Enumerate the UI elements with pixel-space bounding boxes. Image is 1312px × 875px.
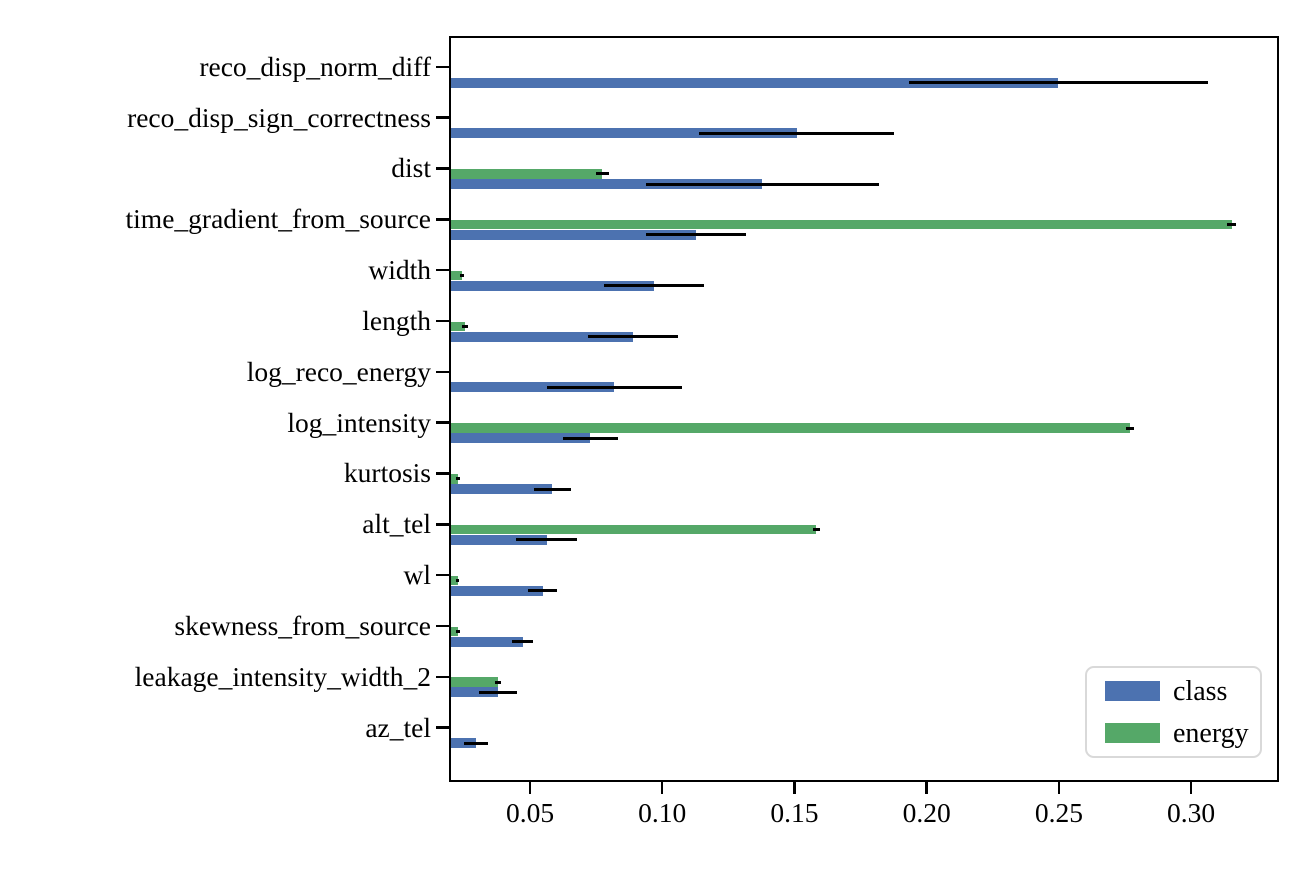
bar-class-time_gradient_from_source	[451, 229, 697, 240]
x-tick-label-0.20: 0.20	[902, 797, 951, 828]
errorbar-class-reco_disp_norm_diff	[908, 81, 1208, 84]
bar-class-log_reco_energy	[451, 382, 615, 393]
y-tick-skewness_from_source	[436, 624, 449, 628]
errorbar-class-az_tel	[463, 741, 488, 745]
y-tick-leakage_intensity_width_2	[436, 675, 449, 678]
y-tick-label-dist: dist	[391, 152, 431, 184]
legend-label-class: class	[1173, 676, 1228, 707]
bar-energy-wl	[451, 575, 458, 586]
errorbar-class-skewness_from_source	[512, 640, 534, 644]
y-tick-label-length: length	[362, 304, 431, 336]
y-tick-label-leakage_intensity_width_2: leakage_intensity_width_2	[134, 660, 431, 692]
errorbar-energy-dist	[595, 172, 609, 176]
y-tick-width	[436, 268, 449, 272]
errorbar-energy-kurtosis	[456, 477, 461, 481]
x-tick-0.30	[1189, 782, 1193, 794]
errorbar-energy-leakage_intensity_width_2	[494, 680, 501, 684]
errorbar-class-leakage_intensity_width_2	[478, 690, 518, 694]
bar-energy-leakage_intensity_width_2	[451, 677, 498, 687]
y-tick-log_reco_energy	[436, 370, 449, 374]
x-tick-0.20	[925, 782, 928, 794]
bar-class-reco_disp_sign_correctness	[451, 128, 797, 139]
errorbar-class-wl	[528, 589, 558, 593]
y-tick-length	[436, 319, 449, 323]
y-tick-time_gradient_from_source	[436, 218, 449, 221]
y-tick-label-alt_tel: alt_tel	[362, 508, 431, 540]
y-tick-label-reco_disp_norm_diff: reco_disp_norm_diff	[199, 50, 431, 82]
bar-class-az_tel	[451, 738, 476, 749]
x-tick-label-0.15: 0.15	[770, 797, 819, 828]
y-tick-az_tel	[436, 726, 449, 729]
legend-swatch-class	[1105, 681, 1160, 701]
errorbar-energy-length	[461, 324, 468, 328]
bar-energy-skewness_from_source	[451, 626, 459, 637]
y-tick-kurtosis	[436, 472, 449, 475]
errorbar-class-width	[603, 284, 705, 288]
errorbar-energy-wl	[456, 579, 459, 583]
errorbar-class-alt_tel	[516, 538, 578, 542]
bar-energy-dist	[451, 169, 603, 179]
x-tick-0.05	[528, 782, 532, 794]
legend-label-energy: energy	[1173, 718, 1249, 749]
errorbar-energy-alt_tel	[813, 528, 820, 532]
errorbar-class-length	[587, 335, 678, 339]
y-tick-label-kurtosis: kurtosis	[343, 457, 431, 489]
bar-energy-width	[451, 270, 463, 281]
x-tick-label-0.25: 0.25	[1034, 797, 1083, 828]
errorbar-class-kurtosis	[533, 487, 571, 491]
errorbar-energy-width	[459, 274, 465, 278]
x-tick-label-0.10: 0.10	[638, 797, 687, 828]
errorbar-class-reco_disp_sign_correctness	[698, 131, 895, 135]
y-tick-label-log_intensity: log_intensity	[287, 406, 431, 438]
bar-energy-log_intensity	[451, 423, 1130, 433]
plot-area	[449, 36, 1279, 782]
y-tick-label-reco_disp_sign_correctness: reco_disp_sign_correctness	[127, 101, 431, 133]
y-tick-label-log_reco_energy: log_reco_energy	[246, 355, 431, 387]
x-tick-0.25	[1057, 782, 1061, 794]
y-tick-label-time_gradient_from_source: time_gradient_from_source	[125, 203, 431, 235]
y-tick-label-width: width	[368, 254, 431, 286]
y-tick-alt_tel	[436, 523, 449, 526]
bar-class-alt_tel	[451, 534, 547, 545]
bar-class-kurtosis	[451, 484, 552, 495]
legend-swatch-energy	[1105, 723, 1160, 743]
bar-class-reco_disp_norm_diff	[451, 77, 1059, 88]
y-tick-log_intensity	[436, 421, 449, 424]
bar-class-wl	[451, 585, 543, 596]
bar-energy-alt_tel	[451, 524, 817, 535]
y-tick-reco_disp_norm_diff	[436, 65, 449, 69]
bar-class-dist	[451, 179, 763, 190]
y-tick-wl	[436, 573, 449, 577]
bar-class-leakage_intensity_width_2	[451, 687, 498, 698]
bar-energy-time_gradient_from_source	[451, 219, 1232, 230]
errorbar-class-log_intensity	[562, 436, 619, 440]
bar-energy-kurtosis	[451, 474, 459, 484]
y-tick-label-wl: wl	[403, 559, 432, 591]
x-tick-0.15	[793, 782, 796, 794]
errorbar-energy-log_intensity	[1125, 426, 1134, 430]
errorbar-class-dist	[645, 182, 879, 186]
x-tick-0.10	[660, 782, 664, 794]
bar-energy-length	[451, 321, 465, 332]
bar-class-length	[451, 331, 633, 342]
bar-class-skewness_from_source	[451, 636, 523, 647]
errorbar-energy-skewness_from_source	[456, 629, 461, 633]
errorbar-class-time_gradient_from_source	[645, 233, 747, 237]
bar-class-log_intensity	[451, 433, 591, 444]
y-tick-label-skewness_from_source: skewness_from_source	[174, 609, 431, 641]
y-tick-reco_disp_sign_correctness	[436, 116, 449, 119]
bar-class-width	[451, 280, 654, 291]
legend: class energy	[1085, 666, 1262, 758]
y-tick-label-az_tel: az_tel	[365, 711, 431, 743]
x-tick-label-0.30: 0.30	[1167, 797, 1216, 828]
errorbar-class-log_reco_energy	[546, 385, 682, 389]
y-tick-dist	[436, 167, 449, 170]
x-tick-label-0.05: 0.05	[505, 797, 555, 828]
errorbar-energy-time_gradient_from_source	[1226, 223, 1237, 227]
